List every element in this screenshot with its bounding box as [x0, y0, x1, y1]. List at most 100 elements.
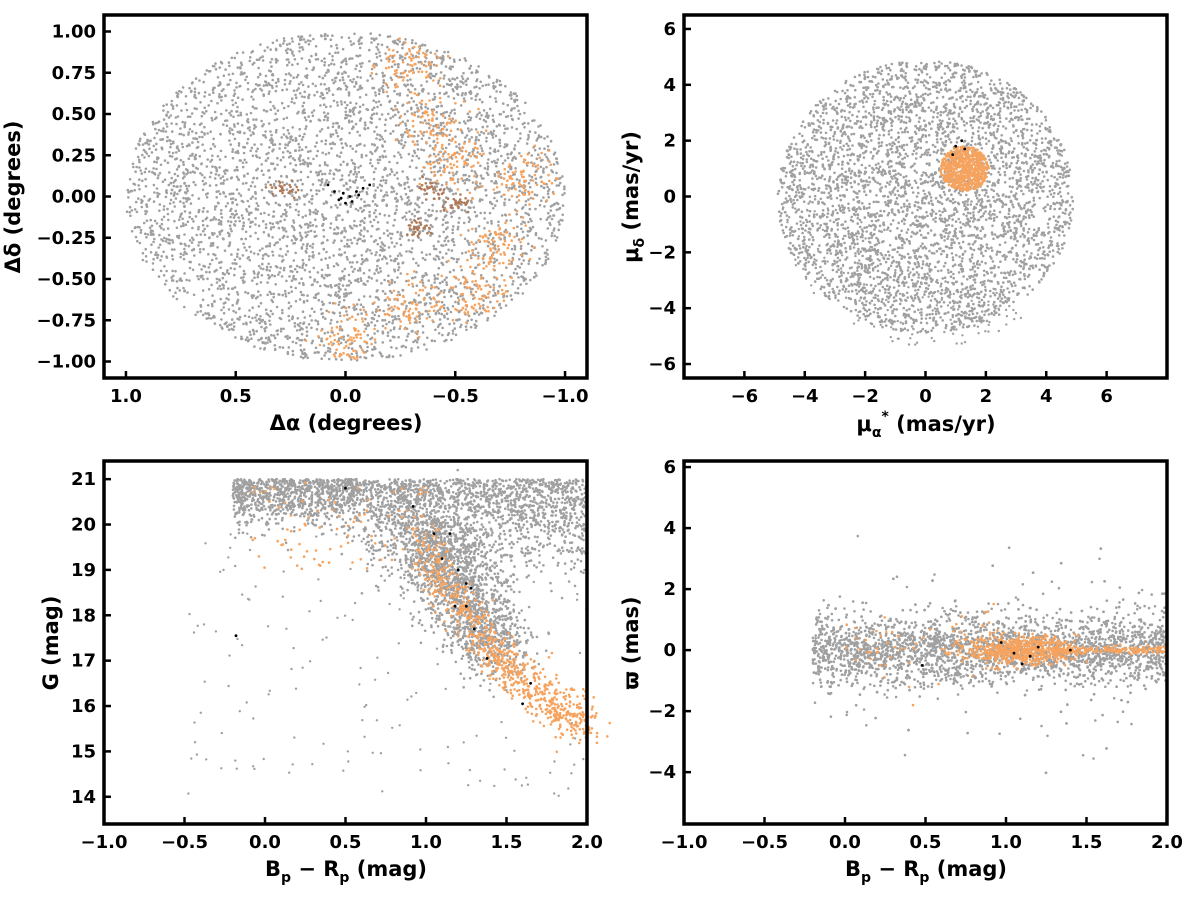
field-star-point	[197, 225, 200, 229]
field-star-point	[290, 37, 294, 40]
member-star-point	[387, 60, 391, 63]
field-star-point	[213, 177, 217, 180]
reddened-star-point	[415, 227, 418, 230]
field-star-point	[266, 281, 269, 284]
field-star-point	[231, 148, 235, 151]
field-star-point	[160, 254, 163, 258]
field-star-point	[300, 81, 303, 84]
field-star-point	[317, 189, 321, 193]
member-star-point	[547, 149, 551, 152]
field-star-point	[330, 44, 333, 48]
field-star-point	[455, 76, 459, 80]
field-star-point	[286, 129, 290, 132]
field-star-point	[296, 179, 300, 182]
field-star-point	[321, 303, 325, 307]
field-star-point	[358, 105, 362, 109]
member-star-point	[373, 338, 377, 341]
field-star-point	[350, 265, 353, 269]
field-star-point	[512, 280, 515, 283]
field-star-point	[514, 291, 517, 295]
field-star-point	[358, 134, 362, 137]
field-star-point	[162, 130, 165, 133]
field-star-point	[326, 349, 330, 353]
field-star-point	[230, 323, 233, 326]
member-star-point	[547, 159, 550, 162]
reddened-star-point	[418, 186, 422, 189]
field-star-point	[305, 247, 309, 250]
field-star-point	[313, 278, 317, 281]
field-star-point	[189, 154, 192, 158]
member-star-point	[481, 294, 484, 298]
field-star-point	[168, 238, 172, 242]
field-star-point	[435, 132, 439, 135]
field-star-point	[382, 232, 386, 235]
field-star-point	[218, 158, 222, 161]
field-star-point	[441, 326, 444, 330]
field-star-point	[294, 169, 298, 173]
field-star-point	[196, 275, 199, 278]
field-star-point	[429, 72, 433, 76]
field-star-point	[174, 269, 177, 273]
field-star-point	[547, 195, 550, 199]
field-star-point	[430, 60, 434, 64]
field-star-point	[181, 145, 185, 149]
field-star-point	[282, 106, 286, 110]
field-star-point	[474, 138, 478, 141]
member-star-point	[427, 162, 430, 165]
field-star-point	[563, 185, 566, 188]
reddened-star-point	[292, 196, 296, 200]
field-star-point	[201, 289, 205, 292]
field-star-point	[298, 50, 301, 53]
field-star-point	[349, 205, 353, 208]
field-star-point	[334, 129, 338, 132]
field-star-point	[396, 161, 399, 165]
member-star-point	[498, 262, 501, 265]
field-star-point	[445, 276, 448, 279]
field-star-point	[455, 87, 459, 90]
field-star-point	[274, 180, 278, 183]
field-star-point	[324, 257, 328, 260]
field-star-point	[270, 226, 273, 229]
field-star-point	[175, 151, 178, 154]
field-star-point	[315, 154, 319, 158]
field-star-point	[429, 76, 433, 80]
field-star-point	[375, 228, 379, 231]
field-star-point	[261, 59, 265, 62]
field-star-point	[554, 239, 558, 242]
field-star-point	[170, 122, 173, 125]
field-star-point	[270, 57, 274, 61]
field-star-point	[337, 253, 341, 256]
field-star-point	[211, 233, 215, 237]
field-star-point	[162, 215, 166, 219]
field-star-point	[312, 266, 316, 270]
field-star-point	[189, 202, 193, 205]
field-star-point	[336, 169, 339, 172]
field-star-point	[350, 120, 354, 123]
member-star-point	[338, 327, 342, 331]
field-star-point	[303, 160, 307, 164]
field-star-point	[313, 351, 317, 355]
field-star-point	[370, 37, 374, 40]
field-star-point	[442, 164, 446, 167]
field-star-point	[212, 216, 216, 219]
member-star-point	[510, 177, 514, 181]
member-star-point	[447, 152, 450, 156]
field-star-point	[172, 194, 176, 197]
field-star-point	[302, 300, 306, 303]
field-star-point	[542, 186, 546, 189]
member-star-point	[421, 288, 425, 292]
field-star-point	[202, 264, 205, 268]
field-star-point	[358, 62, 362, 66]
field-star-point	[360, 254, 364, 257]
field-star-point	[375, 251, 378, 254]
field-star-point	[230, 128, 234, 132]
field-star-point	[360, 229, 363, 232]
field-star-point	[300, 45, 304, 49]
field-star-point	[509, 294, 513, 297]
field-star-point	[284, 295, 288, 298]
field-star-point	[188, 197, 191, 201]
field-star-point	[237, 177, 240, 181]
field-star-point	[322, 217, 326, 220]
field-star-point	[191, 152, 194, 156]
member-star-point	[373, 65, 376, 69]
